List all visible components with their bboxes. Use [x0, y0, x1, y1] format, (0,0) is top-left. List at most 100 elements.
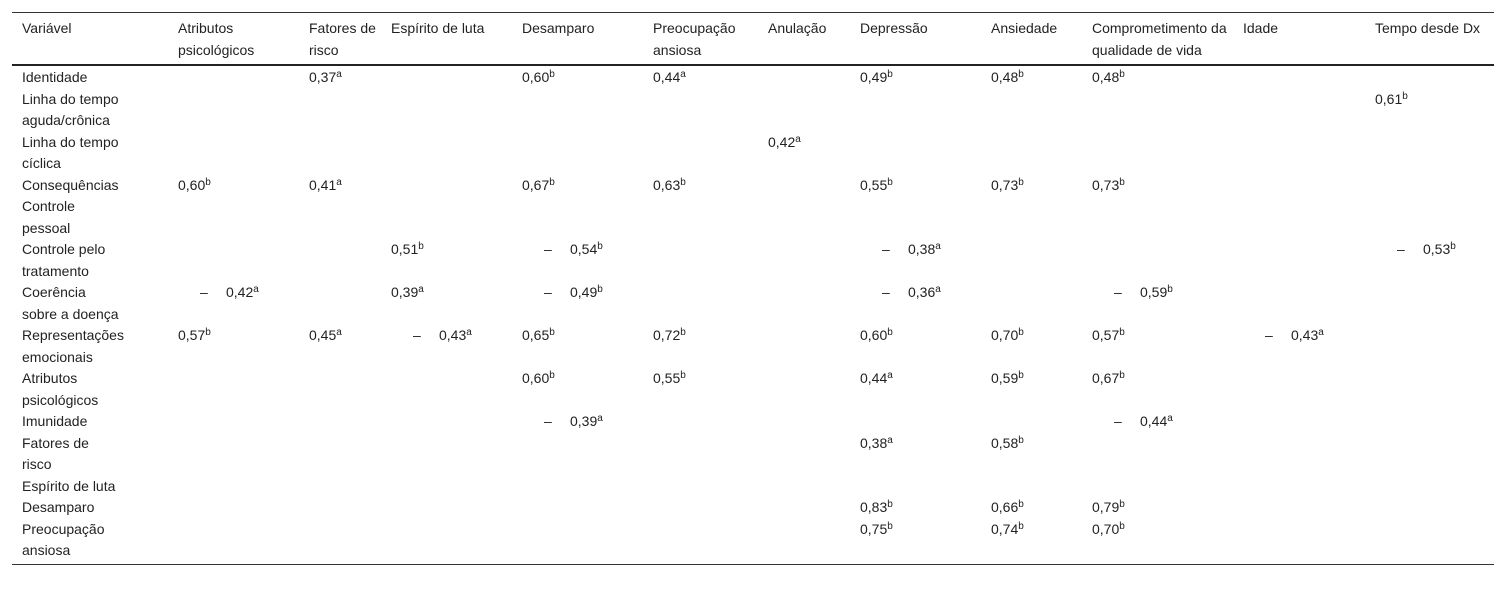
cell-value: 0,74 — [991, 520, 1019, 537]
cell-value: 0,73 — [991, 176, 1019, 193]
sign: – — [544, 241, 552, 257]
cell-value: 0,55 — [653, 370, 681, 386]
cell-value: 0,54 — [570, 241, 598, 257]
table-cell — [991, 196, 1092, 239]
cell-value: 0,53 — [1423, 241, 1451, 257]
significance-mark: b — [549, 327, 555, 338]
column-header: Anulação — [768, 12, 860, 66]
significance-mark: b — [205, 327, 211, 338]
significance-mark: b — [680, 370, 686, 381]
table-row: Imunidade –0,39a –0,44a — [12, 411, 1494, 433]
table-cell — [768, 476, 860, 498]
table-cell: 0,60b — [178, 175, 309, 197]
significance-mark: b — [1119, 499, 1125, 510]
table-cell: 0,51b — [391, 239, 522, 282]
cell-value: 0,79 — [1092, 499, 1120, 515]
row-label: Controle pelo tratamento — [22, 241, 106, 279]
cell-value: 0,38 — [908, 241, 936, 257]
cell-value: 0,44 — [653, 69, 681, 85]
table-cell — [309, 239, 391, 282]
significance-mark: b — [1119, 327, 1125, 338]
cell-value: 0,59 — [991, 370, 1019, 386]
significance-mark: a — [887, 370, 893, 381]
sign: – — [544, 413, 552, 429]
table-cell: 0,73b — [1092, 175, 1243, 197]
table-cell — [309, 196, 391, 239]
cell-value: 0,55 — [860, 176, 888, 193]
row-label: Atributos psicológicos — [22, 370, 99, 408]
significance-mark: b — [418, 241, 424, 252]
column-header: Depressão — [860, 12, 991, 66]
significance-mark: a — [795, 133, 801, 145]
table-cell — [391, 497, 522, 519]
table-cell: 0,61b — [1375, 89, 1494, 132]
table-cell — [653, 518, 768, 565]
table-cell — [391, 132, 522, 175]
table-cell: – 0,39a — [522, 411, 653, 433]
table-cell — [768, 65, 860, 89]
cell-value: 0,48 — [991, 69, 1019, 85]
sign: – — [413, 327, 421, 343]
table-cell — [1243, 368, 1375, 411]
table-cell — [653, 196, 768, 239]
table-row: Identidade 0,37a 0,60b 0,44a 0,49b 0,48b 0,48b — [12, 65, 1494, 89]
cell-value: 0,43 — [439, 327, 467, 343]
significance-mark: a — [680, 69, 686, 80]
table-cell — [178, 476, 309, 498]
table-row: Linha do tempo aguda/crônica 0,61b — [12, 89, 1494, 132]
table-cell: 0,66b — [991, 497, 1092, 519]
column-header: Variável — [12, 12, 178, 66]
table-cell — [768, 433, 860, 476]
cell-value: 0,66 — [991, 499, 1019, 515]
table-cell: 0,60b — [522, 65, 653, 89]
cell-value: 0,75 — [860, 520, 888, 537]
table-cell: – 0,44a — [1092, 411, 1243, 433]
row-label: Imunidade — [22, 413, 88, 429]
table-cell — [391, 368, 522, 411]
cell-value: 0,37 — [309, 69, 337, 85]
table-cell — [178, 196, 309, 239]
table-cell: 0,67b — [1092, 368, 1243, 411]
table-cell — [178, 518, 309, 565]
table-cell — [1375, 132, 1494, 175]
correlation-table: Variável Atributos psicológicos Fatores de… — [12, 12, 1494, 565]
table-cell — [391, 89, 522, 132]
table-cell — [1092, 89, 1243, 132]
table-cell — [1092, 239, 1243, 282]
significance-mark: b — [1167, 284, 1173, 295]
column-header: Tempo desde Dx — [1375, 12, 1494, 66]
table-cell: 0,41a — [309, 175, 391, 197]
row-label: Espírito de luta — [22, 477, 116, 494]
table-cell: 0,74b — [991, 518, 1092, 565]
cell-value: 0,44 — [860, 370, 888, 386]
table-cell: 0,70b — [991, 325, 1092, 368]
row-label: Linha do tempo cíclica — [22, 133, 119, 172]
significance-mark: b — [887, 520, 893, 532]
table-cell — [1243, 196, 1375, 239]
sign: – — [882, 284, 890, 300]
table-cell — [178, 89, 309, 132]
table-cell — [1243, 132, 1375, 175]
table-cell — [1243, 175, 1375, 197]
significance-mark: b — [887, 69, 893, 80]
cell-value: 0,42 — [226, 284, 254, 300]
table-cell: – 0,43a — [1243, 325, 1375, 368]
column-header: Fatores de risco — [309, 12, 391, 66]
table-cell: 0,48b — [991, 65, 1092, 89]
table-row: Fatores de risco 0,38a 0,58b — [12, 433, 1494, 476]
table-cell — [1243, 476, 1375, 498]
row-label: Desamparo — [22, 499, 95, 515]
table-cell — [653, 132, 768, 175]
table-row: Consequências 0,60b 0,41a 0,67b 0,63b 0,55b 0,… — [12, 175, 1494, 197]
significance-mark: a — [336, 69, 342, 80]
table-cell — [391, 196, 522, 239]
row-label: Representações emocionais — [22, 327, 124, 365]
table-cell: 0,44a — [860, 368, 991, 411]
cell-value: 0,58 — [991, 434, 1019, 451]
table-cell — [391, 65, 522, 89]
table-cell — [178, 368, 309, 411]
table-cell — [1375, 325, 1494, 368]
table-cell — [860, 411, 991, 433]
row-label: Controle pessoal — [22, 198, 75, 236]
